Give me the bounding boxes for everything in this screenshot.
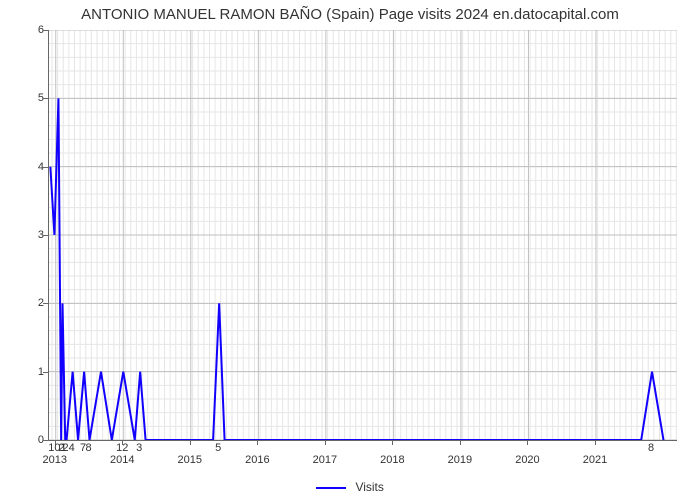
xtick-label: 2020 — [515, 454, 539, 466]
value-label: 12 — [116, 442, 128, 454]
legend-line-swatch — [316, 487, 346, 489]
xtick-label: 2014 — [110, 454, 134, 466]
plot-area — [48, 30, 677, 441]
value-label: 3 — [136, 442, 142, 454]
xtick-label: 2013 — [43, 454, 67, 466]
xtick-label: 2017 — [313, 454, 337, 466]
xtick-label: 2021 — [583, 454, 607, 466]
chart-svg — [49, 30, 677, 440]
legend-label: Visits — [355, 480, 383, 494]
xtick-label: 2019 — [448, 454, 472, 466]
chart-container: ANTONIO MANUEL RAMON BAÑO (Spain) Page v… — [0, 0, 700, 500]
value-label: 5 — [215, 442, 221, 454]
value-label: 4 — [69, 442, 75, 454]
xtick-label: 2015 — [178, 454, 202, 466]
xtick-label: 2016 — [245, 454, 269, 466]
value-label: 8 — [85, 442, 91, 454]
xtick-label: 2018 — [380, 454, 404, 466]
value-label: 8 — [648, 442, 654, 454]
chart-title: ANTONIO MANUEL RAMON BAÑO (Spain) Page v… — [0, 6, 700, 23]
legend: Visits — [0, 480, 700, 494]
